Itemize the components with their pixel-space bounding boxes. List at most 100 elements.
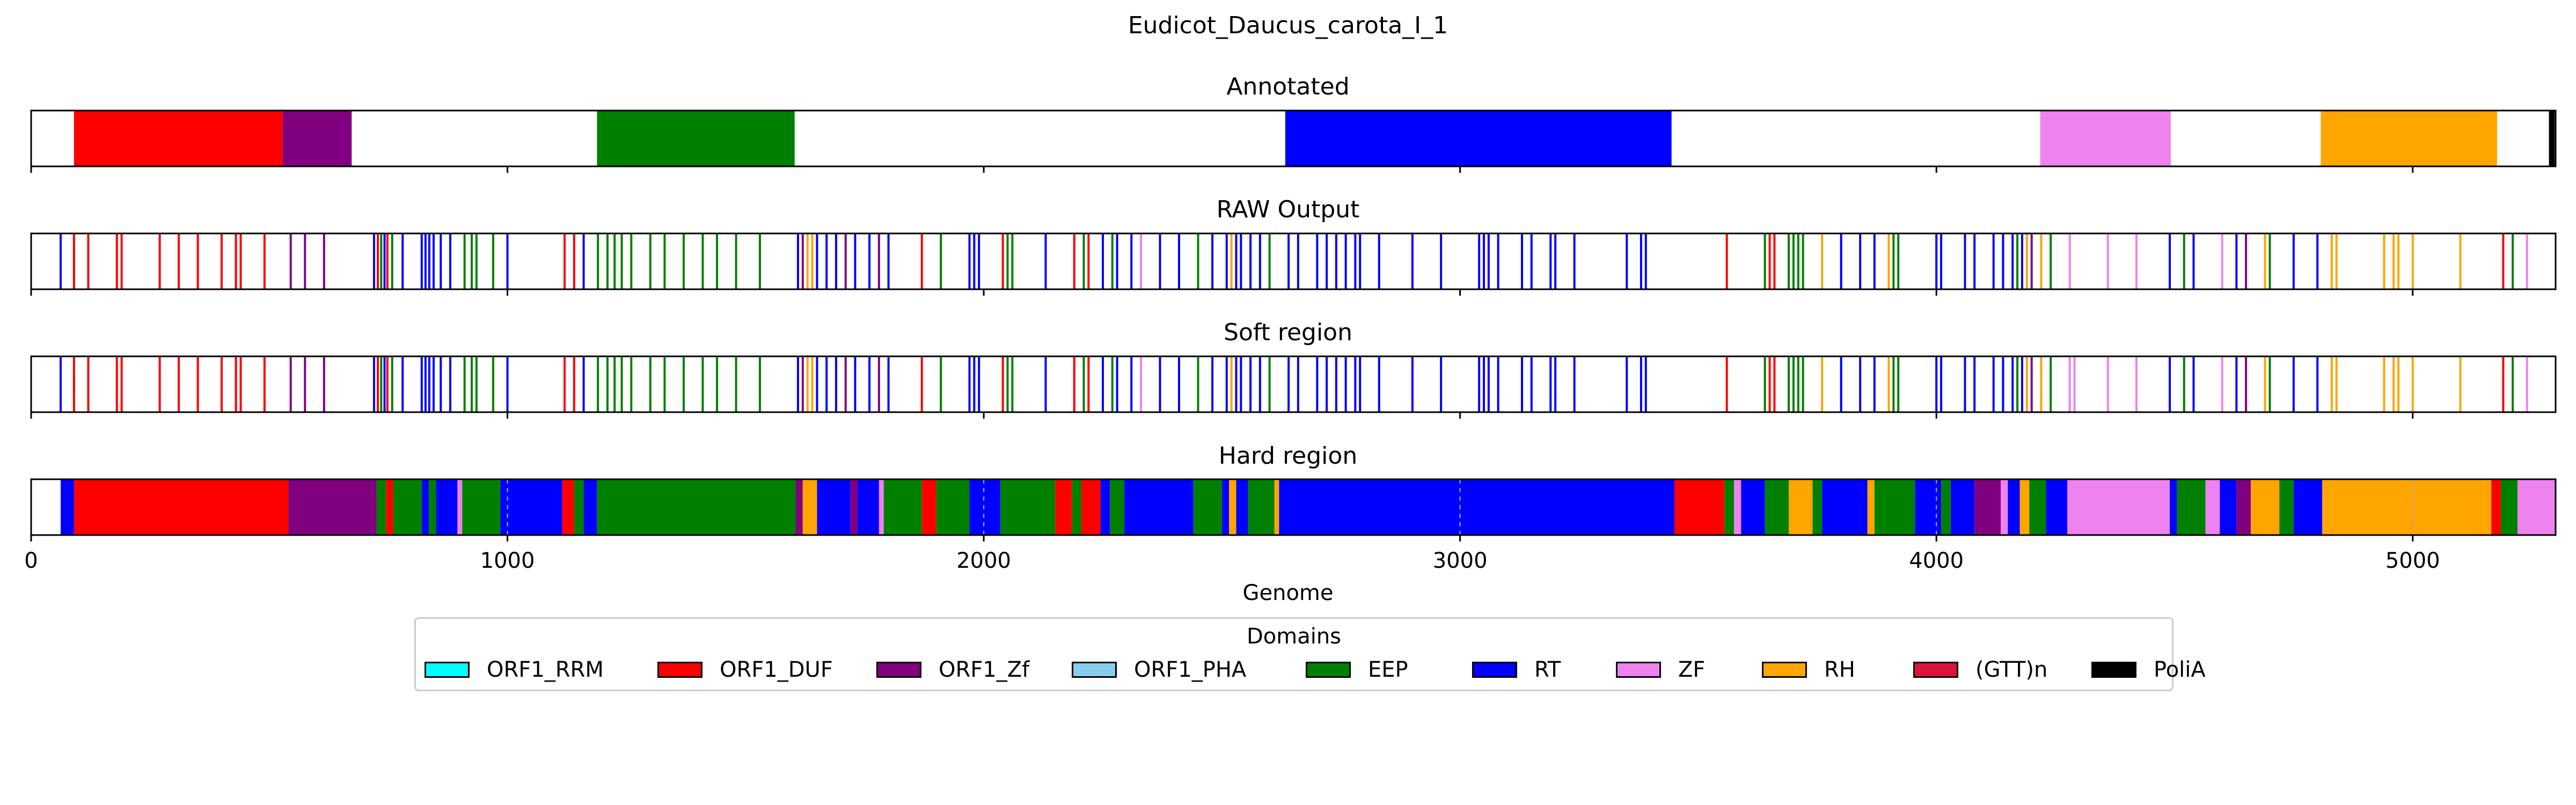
- legend-swatch: [1306, 662, 1351, 678]
- region-eep: [1812, 479, 1823, 535]
- region-zf: [2001, 479, 2008, 535]
- legend-swatch: [1616, 662, 1661, 678]
- track-raw-output: RAW Output: [30, 196, 2557, 296]
- legend-label: ZF: [1678, 657, 1706, 682]
- legend-label: ORF1_PHA: [1134, 657, 1247, 682]
- region-rt: [500, 479, 562, 535]
- region-rh: [2250, 479, 2280, 535]
- region-orf1zf: [795, 479, 803, 535]
- x-tick-label: 1000: [480, 548, 535, 573]
- region-rt: [1822, 479, 1868, 535]
- tracks-group: Annotated RAW Output Soft region Hard regio…: [30, 73, 2557, 541]
- track-title: Annotated: [1226, 73, 1349, 100]
- region-rt: [61, 479, 74, 535]
- region-eep: [2029, 479, 2046, 535]
- region-zf: [457, 479, 463, 535]
- x-tick-label: 5000: [2385, 548, 2440, 573]
- region-orf1duf: [562, 479, 574, 535]
- region-rt: [2008, 479, 2020, 535]
- region-eep: [1765, 479, 1789, 535]
- region-eep: [1110, 479, 1124, 535]
- legend-item-orf1zf: ORF1_Zf: [876, 656, 1029, 683]
- region-rh: [1789, 479, 1813, 535]
- legend-item-polia: PoliA: [2091, 656, 2206, 683]
- region-rt: [1100, 479, 1110, 535]
- track-frame: [30, 478, 2557, 536]
- region-orf1duf: [2491, 479, 2501, 535]
- region-eep: [1000, 479, 1056, 535]
- region-rt: [436, 479, 458, 535]
- region-rt: [1124, 479, 1194, 535]
- track-frame: [30, 355, 2557, 413]
- legend-item-orf1pha: ORF1_PHA: [1072, 656, 1246, 683]
- region-rt: [2046, 479, 2068, 535]
- region-zf: [2040, 111, 2171, 166]
- legend-label: ORF1_DUF: [720, 657, 833, 682]
- region-orf1duf: [74, 111, 283, 166]
- region-zf: [1733, 479, 1741, 535]
- legend-swatch: [425, 662, 470, 678]
- region-zf: [879, 479, 884, 535]
- region-eep: [574, 479, 584, 535]
- region-eep: [393, 479, 422, 535]
- legend-items: ORF1_RRM ORF1_DUF ORF1_Zf ORF1_PHA EEP RT ZF RH…: [425, 656, 2206, 683]
- region-eep: [1193, 479, 1222, 535]
- region-rh: [802, 479, 817, 535]
- region-eep: [429, 479, 436, 535]
- region-rt: [817, 479, 851, 535]
- track-hard-region: Hard region: [30, 442, 2557, 541]
- region-eep: [2500, 479, 2518, 535]
- region-orf1zf: [850, 479, 858, 535]
- region-orf1duf: [1055, 479, 1072, 535]
- region-eep: [1874, 479, 1915, 535]
- region-polia: [2549, 111, 2555, 166]
- legend-item-orf1duf: ORF1_DUF: [657, 656, 833, 683]
- track-soft-region: Soft region: [30, 319, 2557, 419]
- track-title: Hard region: [1219, 442, 1357, 470]
- region-rt: [1741, 479, 1765, 535]
- region-eep: [1941, 479, 1951, 535]
- region-rh: [2019, 479, 2030, 535]
- legend-label: RT: [1534, 657, 1561, 682]
- legend-swatch: [876, 662, 921, 678]
- x-tick-label: 3000: [1433, 548, 1488, 573]
- region-orf1zf: [2236, 479, 2251, 535]
- region-rh: [1274, 479, 1279, 535]
- x-axis: 0 1000 2000 3000 4000 5000: [24, 548, 2440, 573]
- x-tick-label: 4000: [1909, 548, 1964, 573]
- legend-label: RH: [1824, 657, 1855, 682]
- legend-item-zf: ZF: [1616, 656, 1705, 683]
- region-rt: [969, 479, 1001, 535]
- region-rt: [1285, 111, 1672, 166]
- track-frame: [30, 232, 2557, 290]
- legend-title: Domains: [1246, 624, 1342, 649]
- region-eep: [883, 479, 922, 535]
- region-rt: [2293, 479, 2323, 535]
- track-title: Soft region: [1224, 319, 1352, 346]
- region-orf1duf: [1674, 479, 1725, 535]
- region-rh: [1867, 479, 1875, 535]
- region-eep: [1072, 479, 1082, 535]
- legend-item-rh: RH: [1762, 656, 1855, 683]
- region-orf1duf: [921, 479, 936, 535]
- legend-label: ORF1_RRM: [487, 657, 604, 682]
- legend-swatch: [2091, 662, 2136, 678]
- region-eep: [376, 479, 386, 535]
- region-rt: [2170, 479, 2177, 535]
- region-eep: [2177, 479, 2206, 535]
- legend-label: (GTT)n: [1975, 657, 2048, 682]
- region-orf1duf: [74, 479, 289, 535]
- region-rt: [857, 479, 879, 535]
- region-zf: [2067, 479, 2170, 535]
- legend-swatch: [1072, 662, 1117, 678]
- region-rh: [2322, 479, 2492, 535]
- legend-label: ORF1_Zf: [939, 657, 1030, 682]
- x-tick-label: 0: [24, 548, 38, 573]
- region-eep: [597, 479, 796, 535]
- region-orf1duf: [386, 479, 393, 535]
- region-eep: [1724, 479, 1734, 535]
- legend-item-eep: EEP: [1306, 656, 1408, 683]
- track-frame: [30, 109, 2557, 167]
- legend-item-rt: RT: [1472, 656, 1561, 683]
